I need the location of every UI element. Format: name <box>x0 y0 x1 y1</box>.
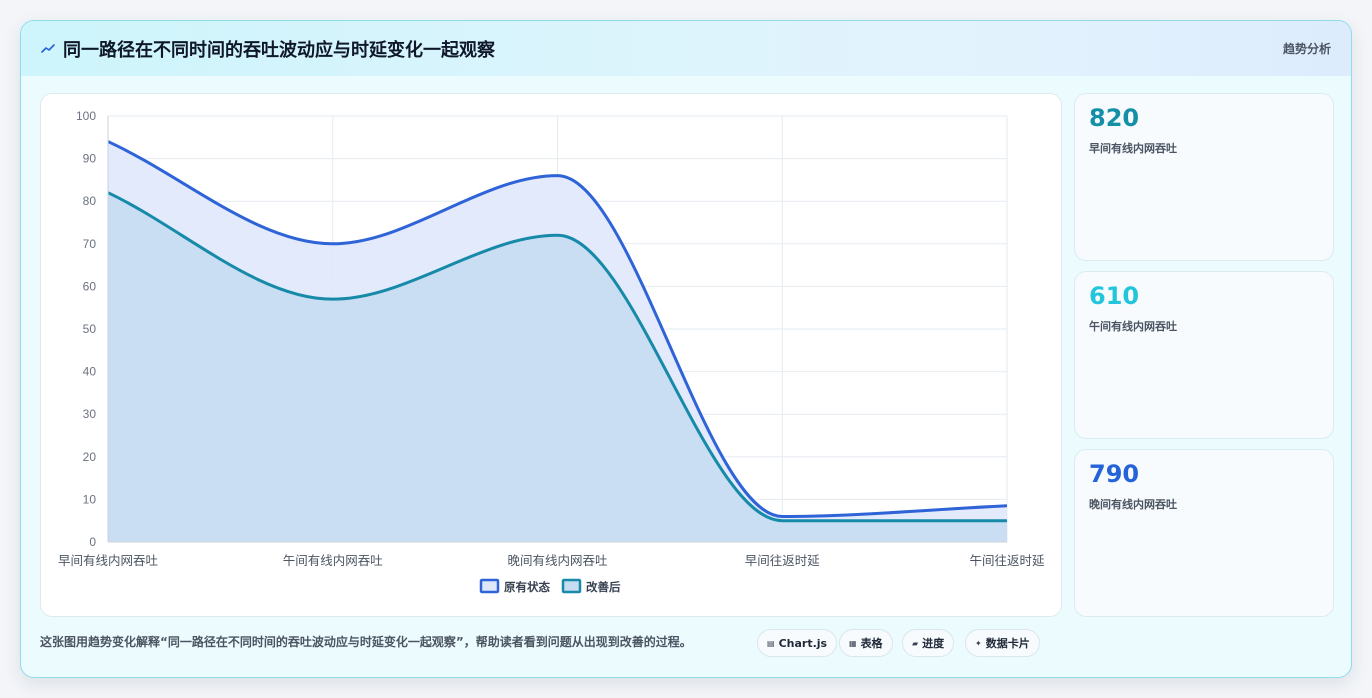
y-tick-label: 100 <box>76 109 96 123</box>
series-line <box>107 140 1008 518</box>
data-card-icon: ✦ <box>975 638 982 648</box>
y-tick-label: 10 <box>83 492 97 506</box>
kpi-value: 820 <box>1089 104 1140 132</box>
x-tick-label: 早间往返时延 <box>745 553 821 568</box>
chart-panel: 0 10 20 30 40 50 60 70 80 90 100 早间有线内网吞吐 午间有线内网吞吐 晚间… <box>40 93 1062 617</box>
kpi-value: 610 <box>1089 282 1140 310</box>
trend-line-icon <box>41 43 55 53</box>
kpi-label: 早间有线内网吞吐 <box>1089 142 1177 155</box>
chip-data-cards[interactable]: ✦ 数据卡片 <box>965 629 1040 657</box>
chip-table[interactable]: ▦ 表格 <box>839 629 893 657</box>
chip-label: 表格 <box>860 637 883 650</box>
area-chart: 0 10 20 30 40 50 60 70 80 90 100 早间有线内网吞吐 午间有线内网吞吐 晚间… <box>58 109 1045 594</box>
legend-label: 改善后 <box>586 580 621 594</box>
y-tick-label: 60 <box>83 279 97 293</box>
legend-swatch <box>561 578 582 594</box>
trend-analysis-tag[interactable]: 趋势分析 <box>1282 42 1331 56</box>
kpi-card-noon: 610 午间有线内网吞吐 <box>1074 271 1334 439</box>
progress-icon: ▰ <box>912 638 919 648</box>
chip-label: Chart.js <box>778 636 828 650</box>
page-title: 同一路径在不同时间的吞吐波动应与时延变化一起观察 <box>63 39 495 61</box>
x-tick-label: 午间有线内网吞吐 <box>283 553 384 568</box>
y-tick-label: 90 <box>83 152 97 166</box>
y-tick-label: 0 <box>89 535 96 549</box>
table-icon: ▦ <box>849 638 857 648</box>
y-tick-label: 40 <box>83 365 97 379</box>
y-tick-label: 50 <box>83 322 97 336</box>
card-header: 同一路径在不同时间的吞吐波动应与时延变化一起观察 趋势分析 <box>21 21 1351 76</box>
x-tick-label: 晚间有线内网吞吐 <box>507 553 608 568</box>
kpi-card-morning: 820 早间有线内网吞吐 <box>1074 93 1334 261</box>
chip-label: 进度 <box>922 637 945 650</box>
kpi-label: 午间有线内网吞吐 <box>1089 320 1177 333</box>
chip-progress[interactable]: ▰ 进度 <box>902 629 955 657</box>
y-tick-label: 30 <box>83 407 97 421</box>
series-line <box>107 191 1007 523</box>
chip-label: 数据卡片 <box>985 637 1030 650</box>
chip-chartjs[interactable]: ▤ Chart.js <box>757 629 838 657</box>
chart-description: 这张图用趋势变化解释“同一路径在不同时间的吞吐波动应与时延变化一起观察”，帮助读… <box>40 635 692 649</box>
kpi-label: 晚间有线内网吞吐 <box>1089 498 1177 511</box>
series-area <box>108 192 1007 542</box>
x-tick-label: 早间有线内网吞吐 <box>58 553 159 568</box>
legend-swatch <box>479 578 500 594</box>
y-tick-label: 80 <box>83 194 97 208</box>
kpi-value: 790 <box>1089 460 1140 488</box>
y-tick-label: 70 <box>83 237 97 251</box>
chart-icon: ▤ <box>767 638 775 648</box>
kpi-card-evening: 790 晚间有线内网吞吐 <box>1074 449 1334 617</box>
legend-label: 原有状态 <box>504 580 550 594</box>
x-tick-label: 午间往返时延 <box>969 553 1045 568</box>
y-tick-label: 20 <box>83 450 97 464</box>
main-card: 同一路径在不同时间的吞吐波动应与时延变化一起观察 趋势分析 0 10 20 30 40 5… <box>20 20 1352 678</box>
